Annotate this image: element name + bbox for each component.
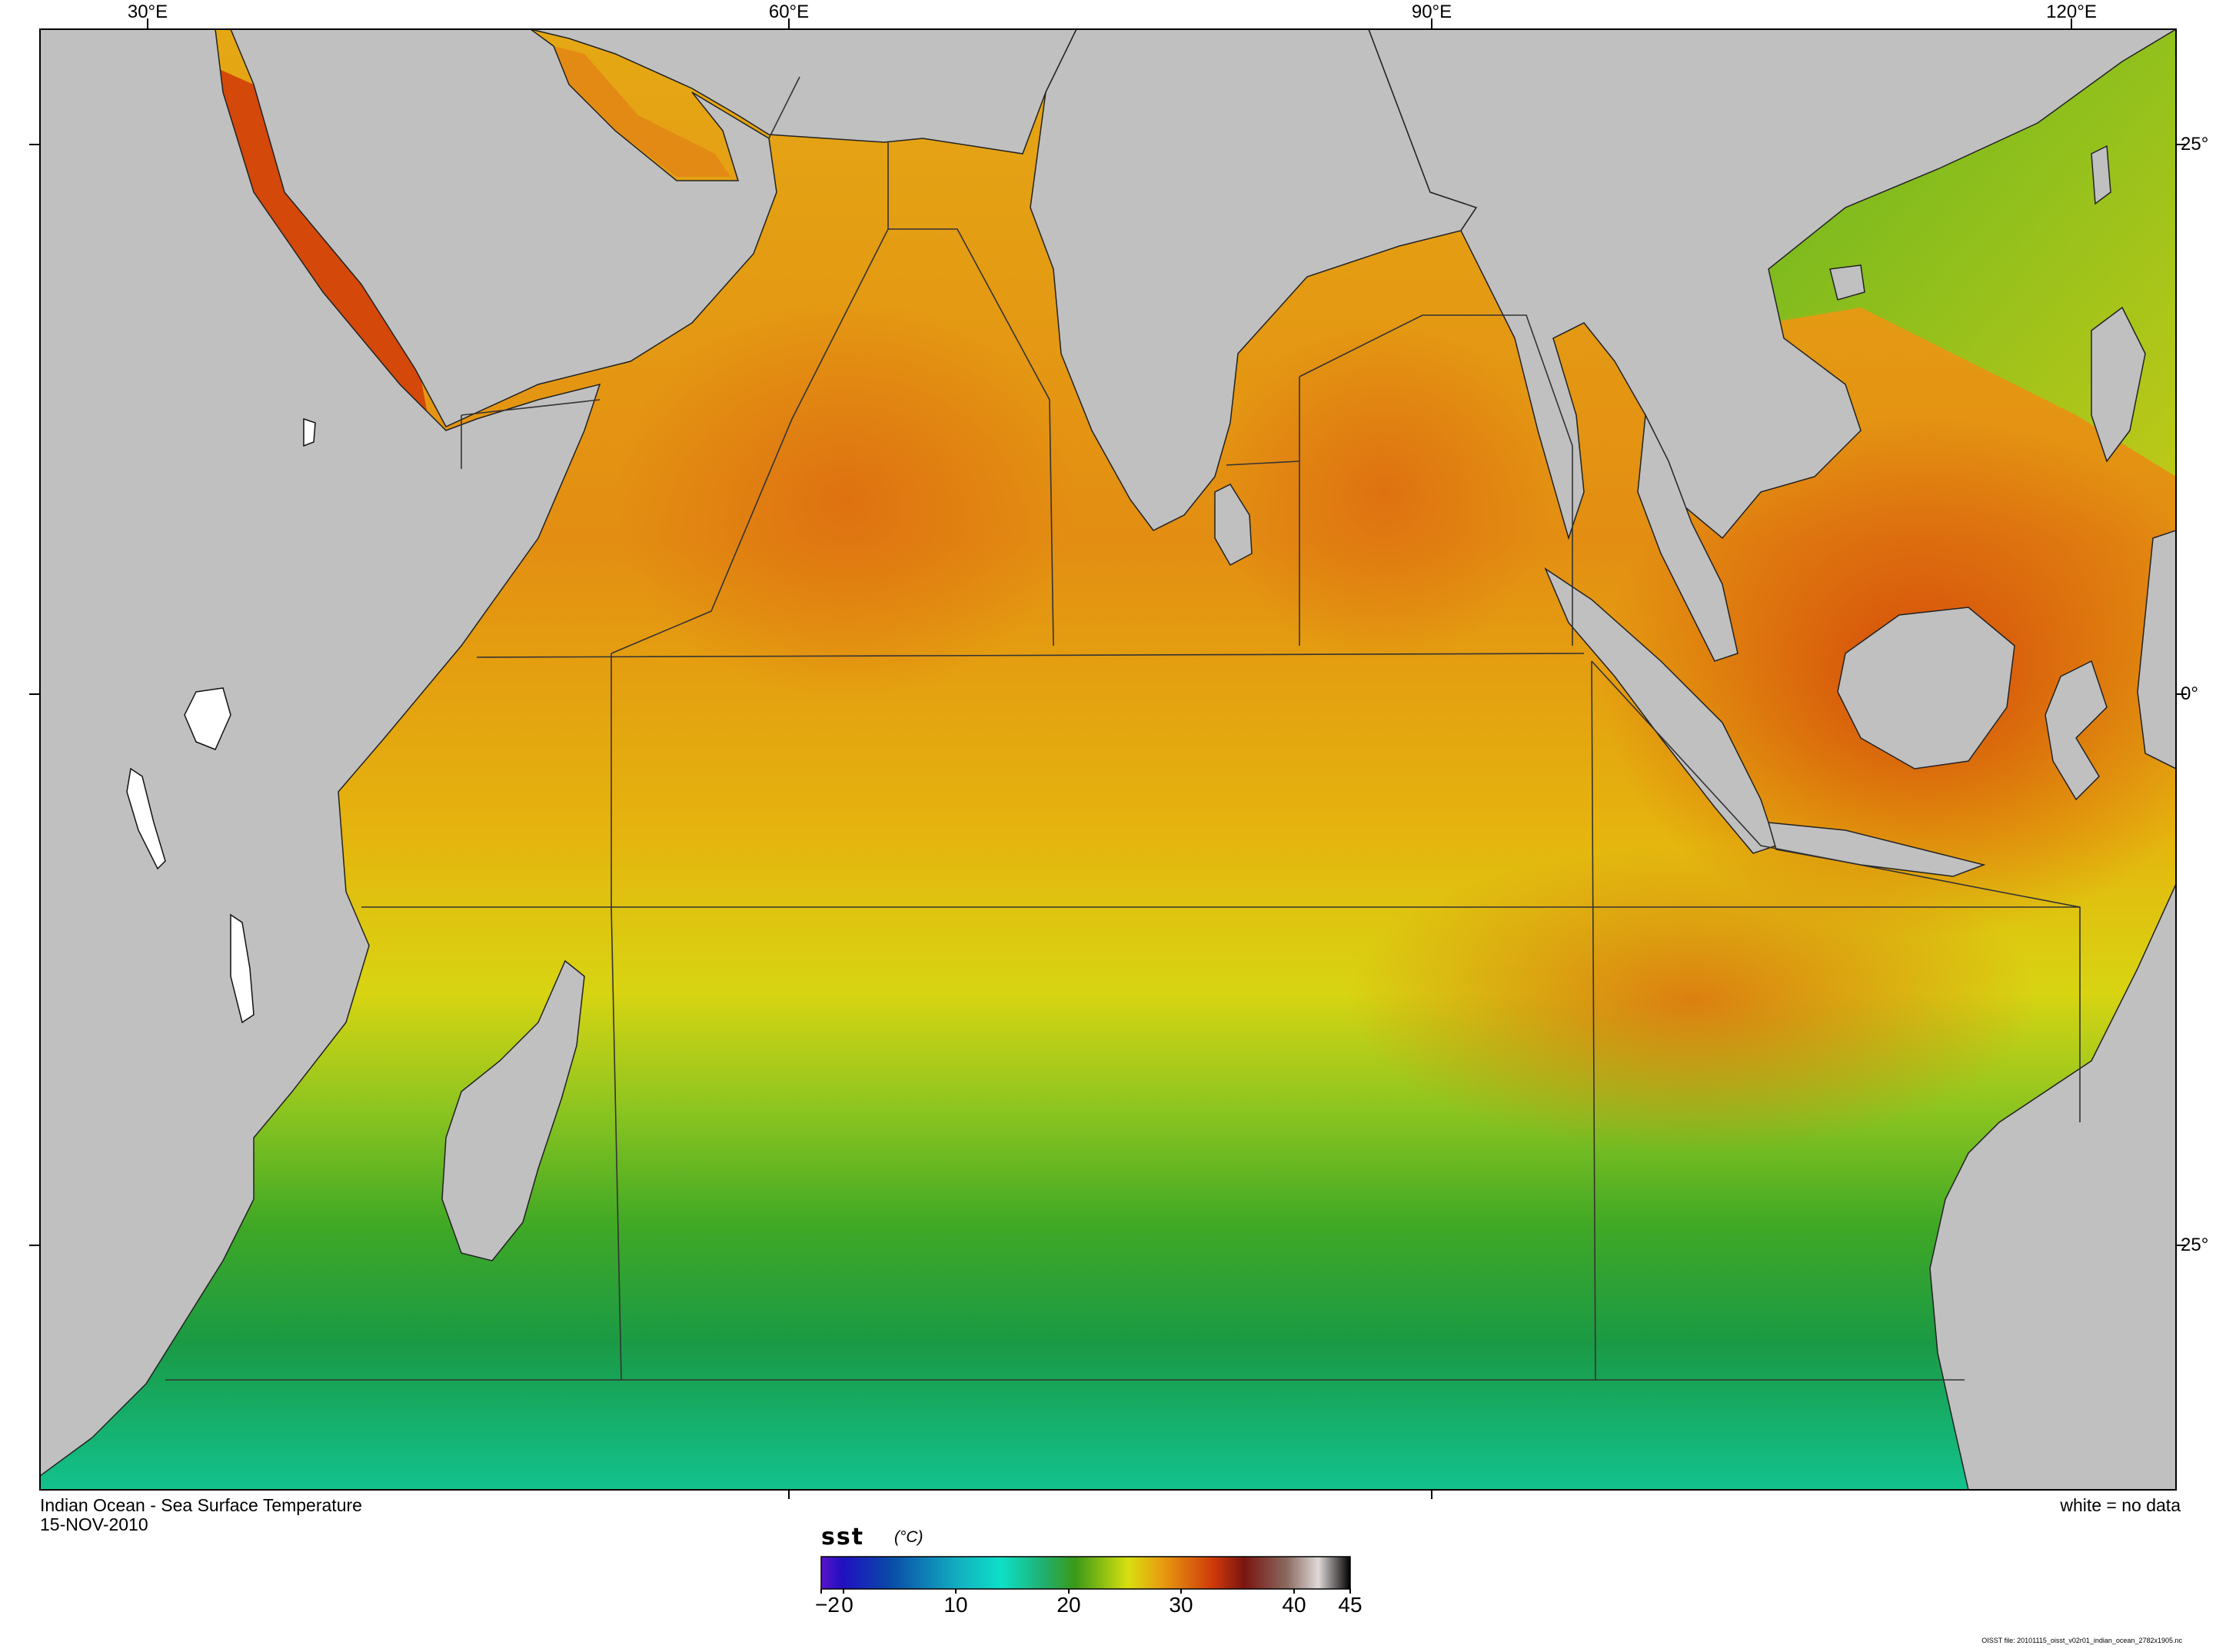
lat-label-25n: 25°	[2181, 134, 2209, 155]
lon-label-30e: 30°E	[127, 2, 168, 22]
map-title: Indian Ocean - Sea Surface Temperature	[40, 1495, 362, 1515]
colorbar-tick: 45	[1338, 1593, 1363, 1617]
colorbar-tick: 20	[1056, 1593, 1081, 1617]
region-boundaries	[165, 76, 2081, 1381]
colorbar-tick: 30	[1169, 1593, 1193, 1617]
no-data-note: white = no data	[2060, 1495, 2181, 1515]
lon-label-60e: 60°E	[768, 2, 810, 22]
colorbar-ticks	[820, 1589, 1351, 1594]
lon-label-90e: 90°E	[1411, 2, 1452, 22]
colorbar-tick: 40	[1282, 1593, 1306, 1617]
colorbar-tick: 0	[841, 1593, 853, 1617]
colorbar-variable: sst	[821, 1524, 865, 1551]
map-date: 15-NOV-2010	[40, 1514, 148, 1534]
lon-label-120e: 120°E	[2046, 2, 2097, 22]
lat-label-25s: 25°	[2181, 1235, 2209, 1255]
map-frame	[39, 28, 2177, 1491]
file-note: OISST file: 20101115_oisst_v02r01_indian…	[1981, 1637, 2182, 1644]
no-data-lakes	[126, 417, 316, 1024]
colorbar-tick: 10	[943, 1593, 968, 1617]
colorbar-tick: −2	[815, 1593, 840, 1617]
colorbar	[820, 1556, 1351, 1590]
colorbar-units: (°C)	[894, 1528, 923, 1546]
land	[40, 29, 2176, 1490]
axis-ticks	[29, 18, 2187, 1499]
lat-label-0: 0°	[2181, 683, 2198, 704]
